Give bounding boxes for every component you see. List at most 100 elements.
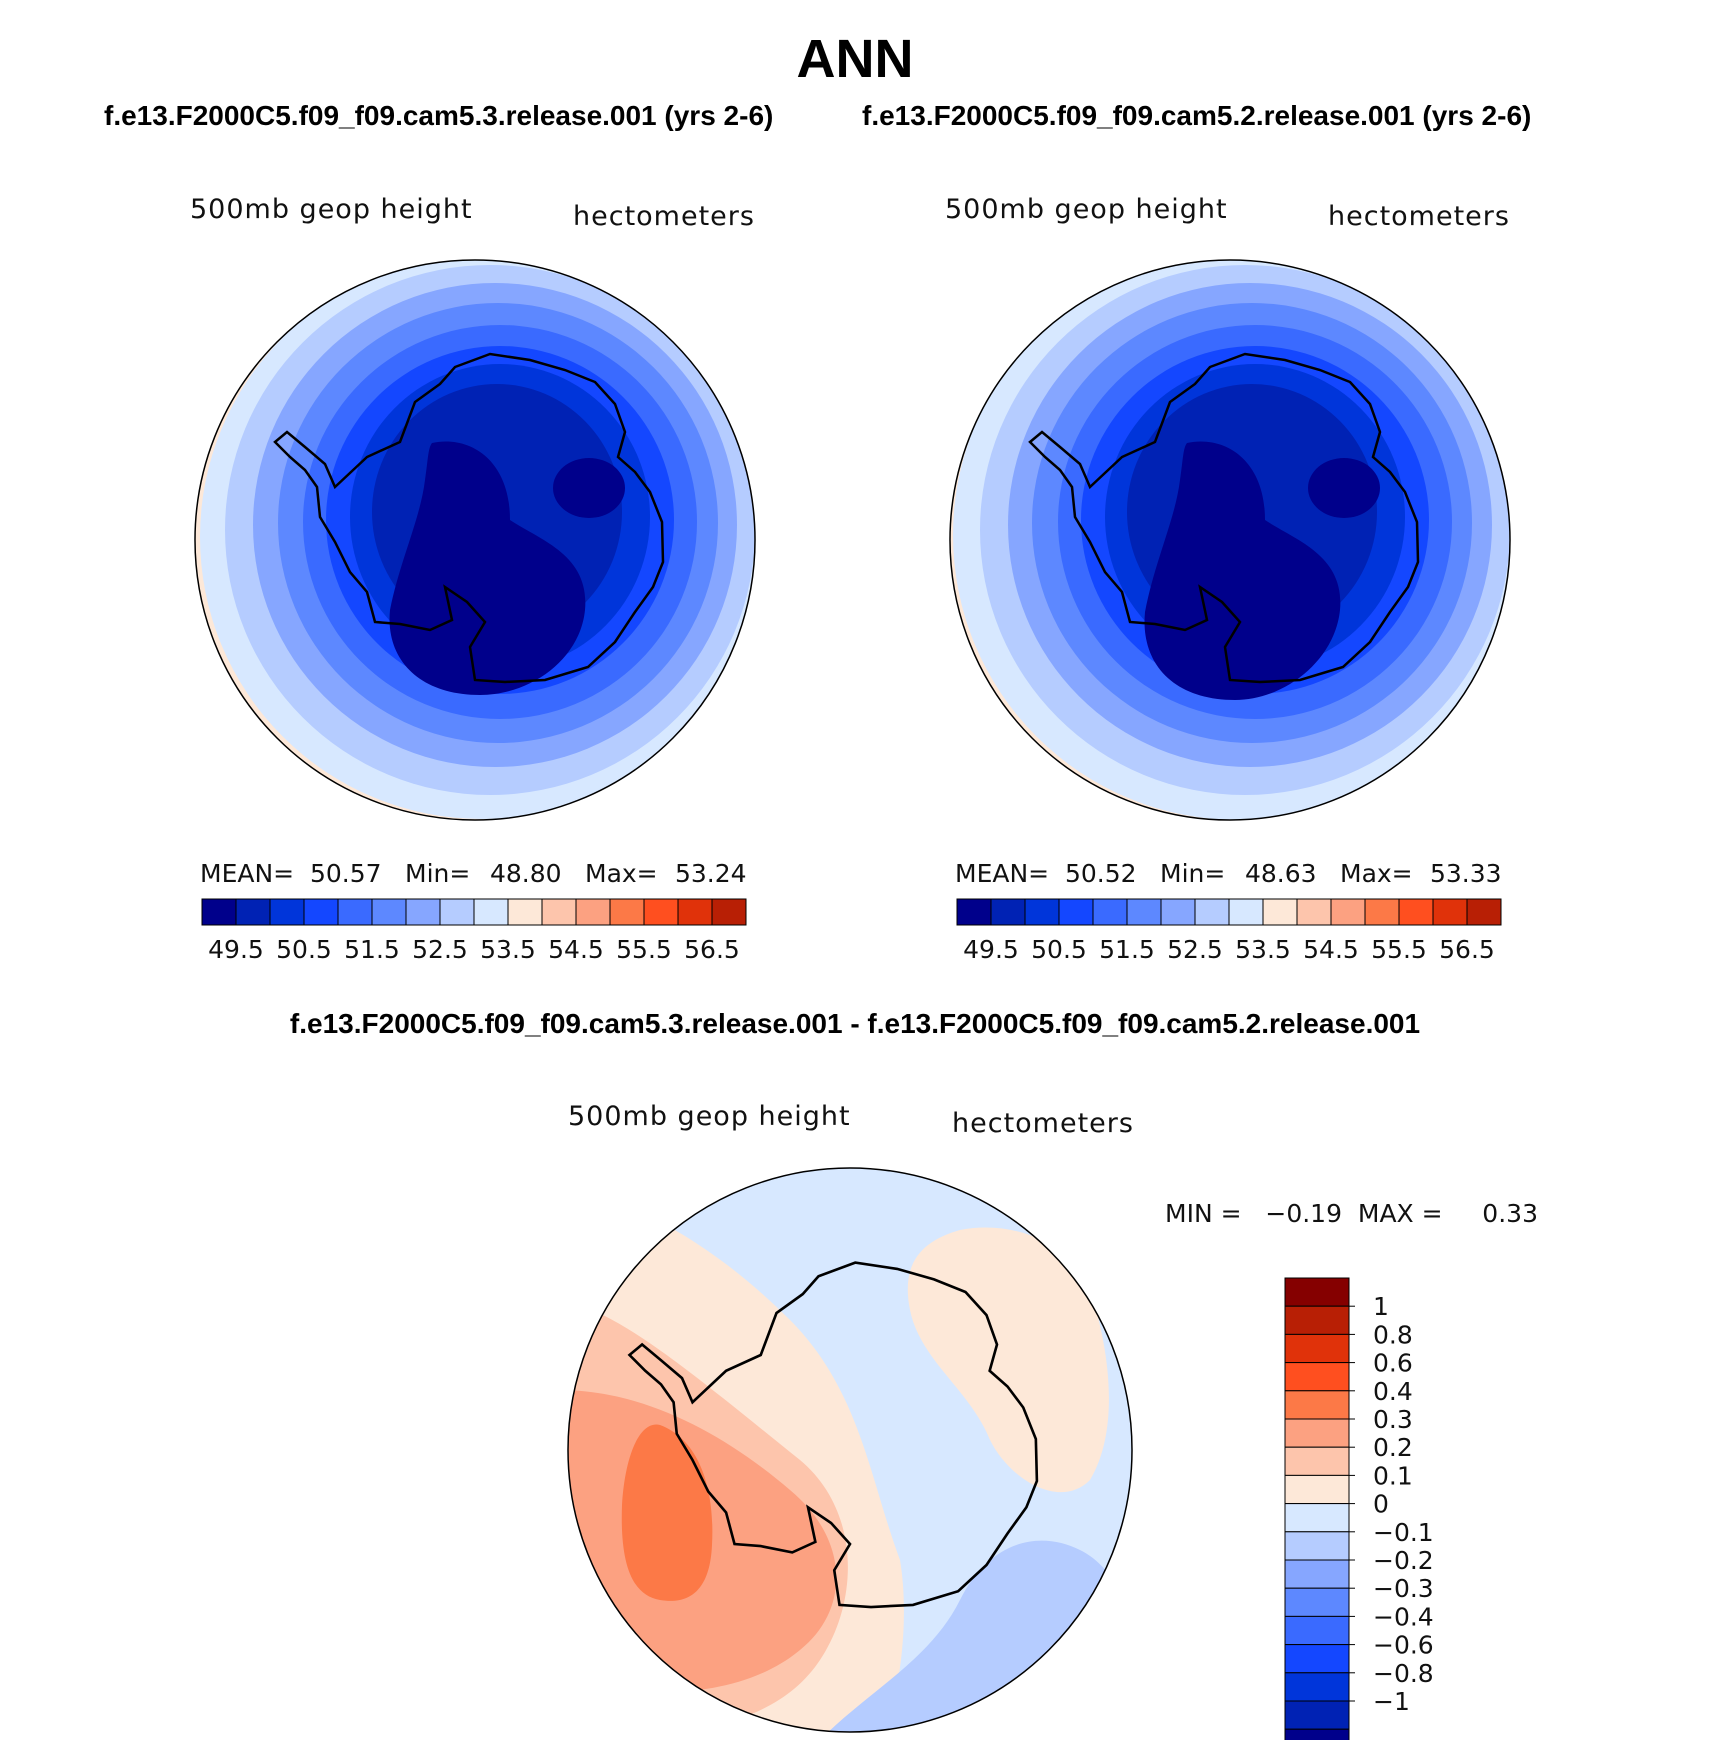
panel-1-colorbar: 49.5 50.5 51.5 52.5 53.5 54.5 55.5 56.5	[201, 898, 747, 964]
svg-text:MEAN=: MEAN=	[200, 859, 294, 888]
panel-2-stats: MEAN= 50.52 Min= 48.63 Max= 53.33	[955, 859, 1502, 888]
difference-colorbar-tick-label: 1	[1373, 1292, 1389, 1321]
panel-2-colorbar-swatch	[1160, 898, 1196, 926]
panel-1-contours	[195, 260, 755, 820]
panel-1-colorbar-swatch	[371, 898, 407, 926]
difference-units-label: hectometers	[952, 1108, 1134, 1139]
panel-1-colorbar-tick-label: 55.5	[616, 935, 672, 964]
difference-colorbar-swatch	[1284, 1672, 1350, 1702]
svg-text:53.24: 53.24	[675, 859, 747, 888]
panel-1-colorbar-tick-label: 52.5	[412, 935, 468, 964]
difference-minmax: MIN = −0.19 MAX = 0.33	[1165, 1199, 1538, 1228]
panel-1-colorbar-swatch	[337, 898, 373, 926]
difference-colorbar-tick-label: 0.4	[1373, 1377, 1413, 1406]
panel-2-colorbar-tick-label: 54.5	[1303, 935, 1359, 964]
panel-2-colorbar-tick-label: 55.5	[1371, 935, 1427, 964]
panel-2-colorbar-swatch	[956, 898, 992, 926]
difference-colorbar-swatch	[1284, 1728, 1350, 1740]
panel-1-colorbar-swatch	[609, 898, 645, 926]
panel-2-colorbar-tick-label: 53.5	[1235, 935, 1291, 964]
difference-variable-label: 500mb geop height	[568, 1101, 851, 1132]
panel-1-units-label: hectometers	[573, 201, 755, 232]
panel-1-map: 500mb geop height hectometers MEAN= 50.5…	[190, 194, 756, 964]
panel-2-colorbar-swatch	[1364, 898, 1400, 926]
svg-text:50.57: 50.57	[310, 859, 382, 888]
panel-1-colorbar-swatch	[541, 898, 577, 926]
panel-2-colorbar-swatch	[1092, 898, 1128, 926]
panel-2-colorbar-tick-label: 49.5	[963, 935, 1019, 964]
panel-2-variable-label: 500mb geop height	[945, 194, 1228, 225]
svg-text:48.63: 48.63	[1245, 859, 1317, 888]
panel-1-colorbar-tick-label: 53.5	[480, 935, 536, 964]
difference-colorbar-tick-label: −1	[1373, 1687, 1410, 1716]
panel-1-colorbar-swatch	[405, 898, 441, 926]
panel-1-variable-label: 500mb geop height	[190, 194, 473, 225]
difference-colorbar-swatch	[1284, 1333, 1350, 1364]
panel-2-colorbar-swatch	[990, 898, 1026, 926]
panel-2-colorbar-swatch	[1194, 898, 1230, 926]
svg-text:Min=: Min=	[1160, 859, 1225, 888]
difference-colorbar-tick-label: −0.6	[1373, 1631, 1434, 1660]
svg-text:Max=: Max=	[585, 859, 658, 888]
panel-1-colorbar-swatch	[711, 898, 747, 926]
panel-1-stats: MEAN= 50.57 Min= 48.80 Max= 53.24	[200, 859, 747, 888]
svg-text:Min=: Min=	[405, 859, 470, 888]
difference-colorbar-tick-label: 0	[1373, 1490, 1389, 1519]
panel-2-colorbar-tick-label: 51.5	[1099, 935, 1155, 964]
difference-colorbar-tick-label: −0.4	[1373, 1602, 1434, 1631]
panel-2-colorbar-tick-label: 56.5	[1439, 935, 1495, 964]
panel-1-colorbar-tick-label: 50.5	[276, 935, 332, 964]
difference-colorbar-swatch	[1284, 1531, 1350, 1561]
difference-colorbar-swatch	[1284, 1305, 1350, 1335]
panel-2-colorbar: 49.5 50.5 51.5 52.5 53.5 54.5 55.5 56.5	[956, 898, 1502, 964]
panel-2-map: 500mb geop height hectometers MEAN= 50.5…	[945, 194, 1511, 964]
svg-text:50.52: 50.52	[1065, 859, 1137, 888]
panel-1-colorbar-swatch	[473, 898, 509, 926]
panel-2-colorbar-swatch	[1228, 898, 1264, 926]
difference-colorbar-swatch	[1284, 1700, 1350, 1730]
panel-2-contours	[950, 260, 1510, 820]
difference-colorbar-swatch	[1284, 1615, 1350, 1646]
difference-colorbar-swatch	[1284, 1418, 1350, 1448]
panel-1-colorbar-swatch	[643, 898, 679, 926]
difference-colorbar-tick-label: 0.8	[1373, 1320, 1413, 1349]
difference-colorbar-swatch	[1284, 1587, 1350, 1617]
panel-1-colorbar-swatch	[677, 898, 713, 926]
svg-text:53.33: 53.33	[1430, 859, 1502, 888]
panel-2-colorbar-swatch	[1432, 898, 1468, 926]
difference-colorbar-swatch	[1284, 1474, 1350, 1505]
difference-colorbar-swatch	[1284, 1559, 1350, 1589]
difference-colorbar-tick-label: 0.3	[1373, 1405, 1413, 1434]
panel-2-colorbar-swatch	[1126, 898, 1162, 926]
svg-text:48.80: 48.80	[490, 859, 562, 888]
figure-title: ANN	[796, 29, 914, 89]
panel-2-colorbar-tick-label: 52.5	[1167, 935, 1223, 964]
panel-1-colorbar-swatch	[269, 898, 305, 926]
difference-colorbar-tick-label: −0.2	[1373, 1546, 1434, 1575]
panel-2-units-label: hectometers	[1328, 201, 1510, 232]
panel-2-colorbar-swatch	[1262, 898, 1298, 926]
difference-map: 500mb geop height hectometers MIN = −0.1…	[567, 1101, 1538, 1740]
difference-caption: f.e13.F2000C5.f09_f09.cam5.3.release.001…	[289, 1008, 1421, 1039]
difference-colorbar-tick-label: 0.1	[1373, 1461, 1413, 1490]
difference-colorbar-tick-label: −0.1	[1373, 1518, 1434, 1547]
panel-1-colorbar-tick-label: 54.5	[548, 935, 604, 964]
panel-2-caption: f.e13.F2000C5.f09_f09.cam5.2.release.001…	[862, 100, 1532, 131]
svg-text:Max=: Max=	[1340, 859, 1413, 888]
panel-1-colorbar-swatch	[575, 898, 611, 926]
difference-colorbar-swatch	[1284, 1446, 1350, 1476]
panel-1-colorbar-tick-label: 49.5	[208, 935, 264, 964]
difference-colorbar-swatch	[1284, 1503, 1350, 1533]
panel-2-colorbar-swatch	[1466, 898, 1502, 926]
panel-1-colorbar-tick-label: 56.5	[684, 935, 740, 964]
panel-1-colorbar-tick-label: 51.5	[344, 935, 400, 964]
difference-colorbar-swatch	[1284, 1644, 1350, 1674]
panel-2-colorbar-swatch	[1330, 898, 1366, 926]
panel-2-colorbar-swatch	[1024, 898, 1060, 926]
panel-1-colorbar-swatch	[507, 898, 543, 926]
panel-2-colorbar-swatch	[1058, 898, 1094, 926]
difference-colorbar-tick-label: 0.6	[1373, 1349, 1413, 1378]
svg-text:MEAN=: MEAN=	[955, 859, 1049, 888]
panel-1-caption: f.e13.F2000C5.f09_f09.cam5.3.release.001…	[104, 100, 774, 131]
